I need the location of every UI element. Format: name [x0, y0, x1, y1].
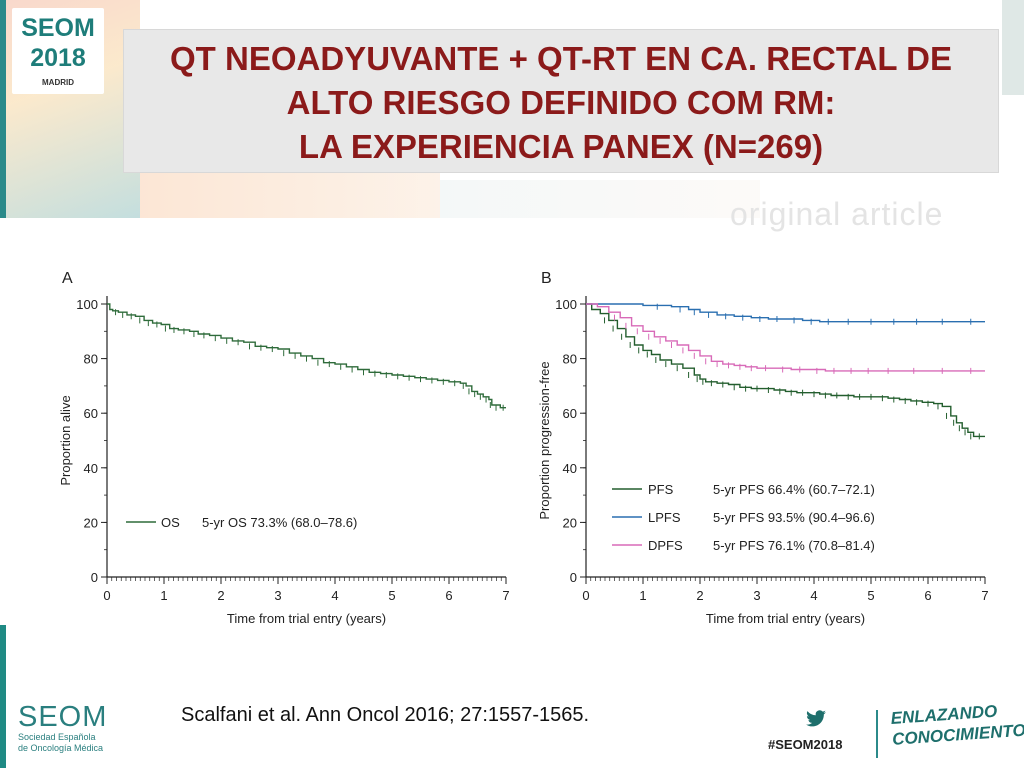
panel-b-legend-name-dpfs: DPFS [648, 538, 683, 553]
panel-b-x-tick-label: 5 [867, 588, 874, 603]
panel-a-x-axis-title: Time from trial entry (years) [227, 611, 386, 626]
panel-a-y-axis-title: Proportion alive [58, 395, 73, 485]
panel-b-x-axis-title: Time from trial entry (years) [706, 611, 865, 626]
panel-b-x-tick-label: 2 [696, 588, 703, 603]
citation: Scalfani et al. Ann Oncol 2016; 27:1557-… [181, 704, 590, 726]
panel-b-y-tick-label: 60 [563, 406, 577, 421]
panel-b-legend-name-pfs: PFS [648, 482, 674, 497]
logo-city: MADRID [42, 78, 74, 87]
panel-a-y-tick-label: 80 [84, 352, 98, 367]
panel-a-y-tick-label: 0 [91, 570, 98, 585]
footer-divider [876, 710, 878, 758]
right-accent-bar [1002, 0, 1024, 95]
panel-b-series-lpfs-line [586, 303, 985, 323]
panel-b-x-tick-label: 0 [582, 588, 589, 603]
seom-2018-logo: SEOM 2018 MADRID [12, 8, 104, 94]
panel-a-label: A [62, 270, 73, 287]
footer-seom-sub-line-1: Sociedad Española [18, 732, 96, 742]
panel-a-x-tick-label: 7 [502, 588, 509, 603]
panel-a-y-tick-label: 100 [76, 297, 98, 312]
title-line-2: ALTO RIESGO DEFINIDO COM RM: [286, 84, 836, 121]
panel-b-y-tick-label: 100 [555, 297, 577, 312]
title-box: QT NEOADYUVANTE + QT-RT EN CA. RECTAL DE… [123, 29, 999, 173]
hashtag: #SEOM2018 [768, 737, 843, 752]
logo-year: 2018 [30, 44, 86, 72]
slide-title: QT NEOADYUVANTE + QT-RT EN CA. RECTAL DE… [124, 37, 998, 169]
panel-b-y-tick-label: 40 [563, 461, 577, 476]
panel-a-legend-value-os: 5-yr OS 73.3% (68.0–78.6) [202, 515, 357, 530]
footer-seom-name: SEOM [18, 701, 108, 733]
logo-name: SEOM [21, 14, 95, 42]
panel-a-x-tick-label: 5 [388, 588, 395, 603]
panel-a-legend-name-os: OS [161, 515, 180, 530]
panel-b-series-pfs-line [586, 303, 985, 438]
panel-a-x-tick-label: 2 [217, 588, 224, 603]
panel-a-x-tick-label: 6 [445, 588, 452, 603]
title-line-1: QT NEOADYUVANTE + QT-RT EN CA. RECTAL DE [170, 40, 952, 77]
panel-a-x-tick-label: 3 [274, 588, 281, 603]
footer-seom-sub-line-2: de Oncología Médica [18, 743, 104, 753]
footer-seom-subtitle: Sociedad Española de Oncología Médica [18, 732, 107, 754]
twitter-icon [806, 710, 826, 727]
panel-b-x-tick-label: 3 [753, 588, 760, 603]
panel-b-y-tick-label: 80 [563, 352, 577, 367]
panel-b-x-tick-label: 4 [810, 588, 817, 603]
panel-b-legend-value-dpfs: 5-yr PFS 76.1% (70.8–81.4) [713, 538, 875, 553]
slogan: ENLAZANDO CONOCIMIENTO [890, 699, 1024, 750]
panel-b-x-tick-label: 7 [981, 588, 988, 603]
panel-b-y-tick-label: 20 [563, 515, 577, 530]
panel-a-y-tick-label: 60 [84, 406, 98, 421]
panel-b-y-tick-label: 0 [570, 570, 577, 585]
left-accent-bar-bottom [0, 625, 6, 768]
left-accent-bar [0, 0, 6, 218]
panel-b-legend-value-lpfs: 5-yr PFS 93.5% (90.4–96.6) [713, 510, 875, 525]
panel-b-x-tick-label: 6 [924, 588, 931, 603]
panel-a-x-tick-label: 4 [331, 588, 338, 603]
panel-a-x-tick-label: 1 [160, 588, 167, 603]
seom-footer-logo: SEOM Sociedad Española de Oncología Médi… [18, 702, 107, 754]
title-line-3: LA EXPERIENCIA PANEX (N=269) [298, 128, 824, 165]
panel-b-legend-value-pfs: 5-yr PFS 66.4% (60.7–72.1) [713, 482, 875, 497]
panel-b-legend-name-lpfs: LPFS [648, 510, 681, 525]
panel-a-y-tick-label: 40 [84, 461, 98, 476]
panel-b-series-dpfs-line [586, 303, 985, 372]
background-watermark-text: original article [730, 196, 944, 232]
panel-b-label: B [541, 270, 552, 287]
panel-a-y-tick-label: 20 [84, 515, 98, 530]
panel-b-x-tick-label: 1 [639, 588, 646, 603]
panel-a-x-tick-label: 0 [103, 588, 110, 603]
panel-b-y-axis-title: Proportion progression-free [537, 361, 552, 519]
